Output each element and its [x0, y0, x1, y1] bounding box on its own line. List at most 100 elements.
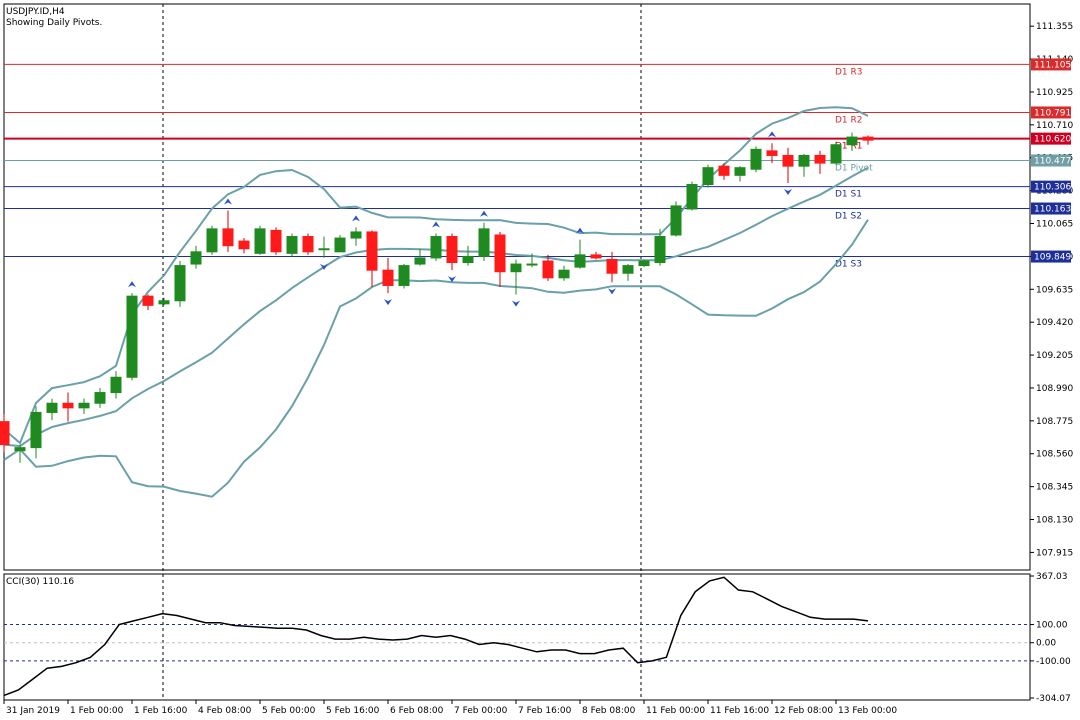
candle	[734, 166, 746, 182]
candle	[158, 297, 170, 306]
time-tick-label: 31 Jan 2019	[6, 706, 60, 716]
cci-panel[interactable]: 367.03 100.00 0.00 -100.00 -304.07	[3, 572, 1071, 704]
pivot-price-tag	[1031, 106, 1071, 119]
candle	[430, 233, 442, 261]
candle	[718, 163, 730, 180]
price-tick-label: 110.710	[1036, 121, 1073, 131]
cci-line	[3, 576, 869, 697]
price-tick-label: 110.925	[1036, 88, 1073, 98]
pivot-price-tag	[1031, 58, 1071, 71]
candle	[206, 225, 218, 255]
price-tick-label: 110.065	[1036, 220, 1073, 230]
time-axis: 31 Jan 2019 1 Feb 00:00 1 Feb 16:00 4 Feb 0…	[3, 700, 897, 716]
time-tick-label: 11 Feb 00:00	[646, 706, 705, 716]
fractal-up-icon	[480, 210, 488, 217]
fractal-up-icon	[768, 131, 776, 138]
fractal-up-icon	[352, 215, 360, 222]
candle	[782, 147, 794, 183]
candle	[414, 248, 426, 266]
candle	[254, 225, 266, 255]
pivot-label: D1 S3	[835, 260, 862, 270]
candle	[334, 234, 346, 253]
pivot-price-value: 111.105	[1034, 60, 1071, 70]
pivot-price-value: 110.306	[1034, 183, 1071, 193]
pivot-label: D1 S1	[835, 190, 862, 200]
time-tick-label: 11 Feb 16:00	[710, 706, 769, 716]
pivot-price-value: 110.477	[1034, 156, 1071, 166]
time-tick-label: 5 Feb 00:00	[262, 706, 316, 716]
pivot-price-tag	[1031, 250, 1071, 263]
price-axis: 111.355111.140110.925110.710110.495110.2…	[1030, 22, 1073, 558]
pivot-price-tag	[1031, 202, 1071, 215]
pivot-price-value: 110.791	[1034, 108, 1071, 118]
fractal-up-icon	[224, 198, 232, 205]
bollinger-up-band	[3, 106, 869, 445]
candle	[798, 153, 810, 177]
fractal-up-icon	[576, 227, 584, 234]
candle	[190, 245, 202, 269]
candle	[846, 132, 858, 151]
candle	[446, 233, 458, 271]
candle	[270, 227, 282, 255]
time-tick-label: 7 Feb 16:00	[518, 706, 572, 716]
candle	[462, 245, 474, 266]
fractal-up-icon	[432, 221, 440, 228]
candle	[702, 164, 714, 188]
candle	[398, 264, 410, 289]
pivot-price-value: 110.620	[1034, 135, 1071, 145]
candle	[830, 141, 842, 165]
cci-tick-label: -304.07	[1036, 694, 1071, 704]
candle	[302, 233, 314, 255]
candle	[0, 413, 10, 453]
pivot-price-value: 109.849	[1034, 253, 1071, 263]
price-tick-label: 109.635	[1036, 285, 1073, 295]
fractal-down-icon	[784, 188, 792, 195]
candle	[366, 230, 378, 287]
candle	[126, 293, 138, 381]
time-tick-label: 7 Feb 00:00	[454, 706, 508, 716]
price-tick-label: 108.345	[1036, 483, 1073, 493]
candle	[142, 294, 154, 310]
cci-frame	[3, 573, 1031, 701]
price-tick-label: 109.420	[1036, 318, 1073, 328]
time-tick-label: 1 Feb 16:00	[134, 706, 188, 716]
candle	[478, 222, 490, 261]
cci-tick-label: -100.00	[1036, 657, 1071, 667]
candle	[14, 444, 26, 463]
fractal-down-icon	[448, 276, 456, 283]
candle	[510, 259, 522, 295]
candle	[238, 238, 250, 254]
price-tick-label: 111.355	[1036, 22, 1073, 32]
candle	[494, 231, 506, 287]
pivot-label: D1 R3	[835, 67, 863, 77]
time-tick-label: 6 Feb 08:00	[390, 706, 444, 716]
price-tick-label: 108.560	[1036, 450, 1073, 460]
pivot-label: D1 R2	[835, 115, 863, 125]
candle	[350, 227, 362, 246]
candlesticks	[0, 132, 874, 463]
cci-tick-label: 0.00	[1036, 639, 1056, 649]
price-tick-label: 107.915	[1036, 548, 1073, 558]
main-frame	[3, 3, 1031, 571]
candle	[382, 257, 394, 294]
fractal-up-icon	[128, 281, 136, 288]
price-tick-label: 108.130	[1036, 516, 1073, 526]
price-tick-label: 109.205	[1036, 351, 1073, 361]
candle	[590, 251, 602, 260]
main-chart-area[interactable]	[3, 3, 1031, 700]
fractal-down-icon	[320, 263, 328, 270]
time-tick-label: 12 Feb 08:00	[774, 706, 833, 716]
candle	[222, 210, 234, 252]
candle	[542, 254, 554, 281]
time-tick-label: 5 Feb 16:00	[326, 706, 380, 716]
candle	[574, 239, 586, 269]
candle	[286, 233, 298, 257]
pivot-label: D1 S2	[835, 212, 862, 222]
pivot-price-tag	[1031, 132, 1071, 145]
candle	[558, 265, 570, 281]
candle	[62, 392, 74, 422]
candle	[46, 398, 58, 421]
pivot-price-tag	[1031, 154, 1071, 167]
fractal-down-icon	[608, 288, 616, 295]
